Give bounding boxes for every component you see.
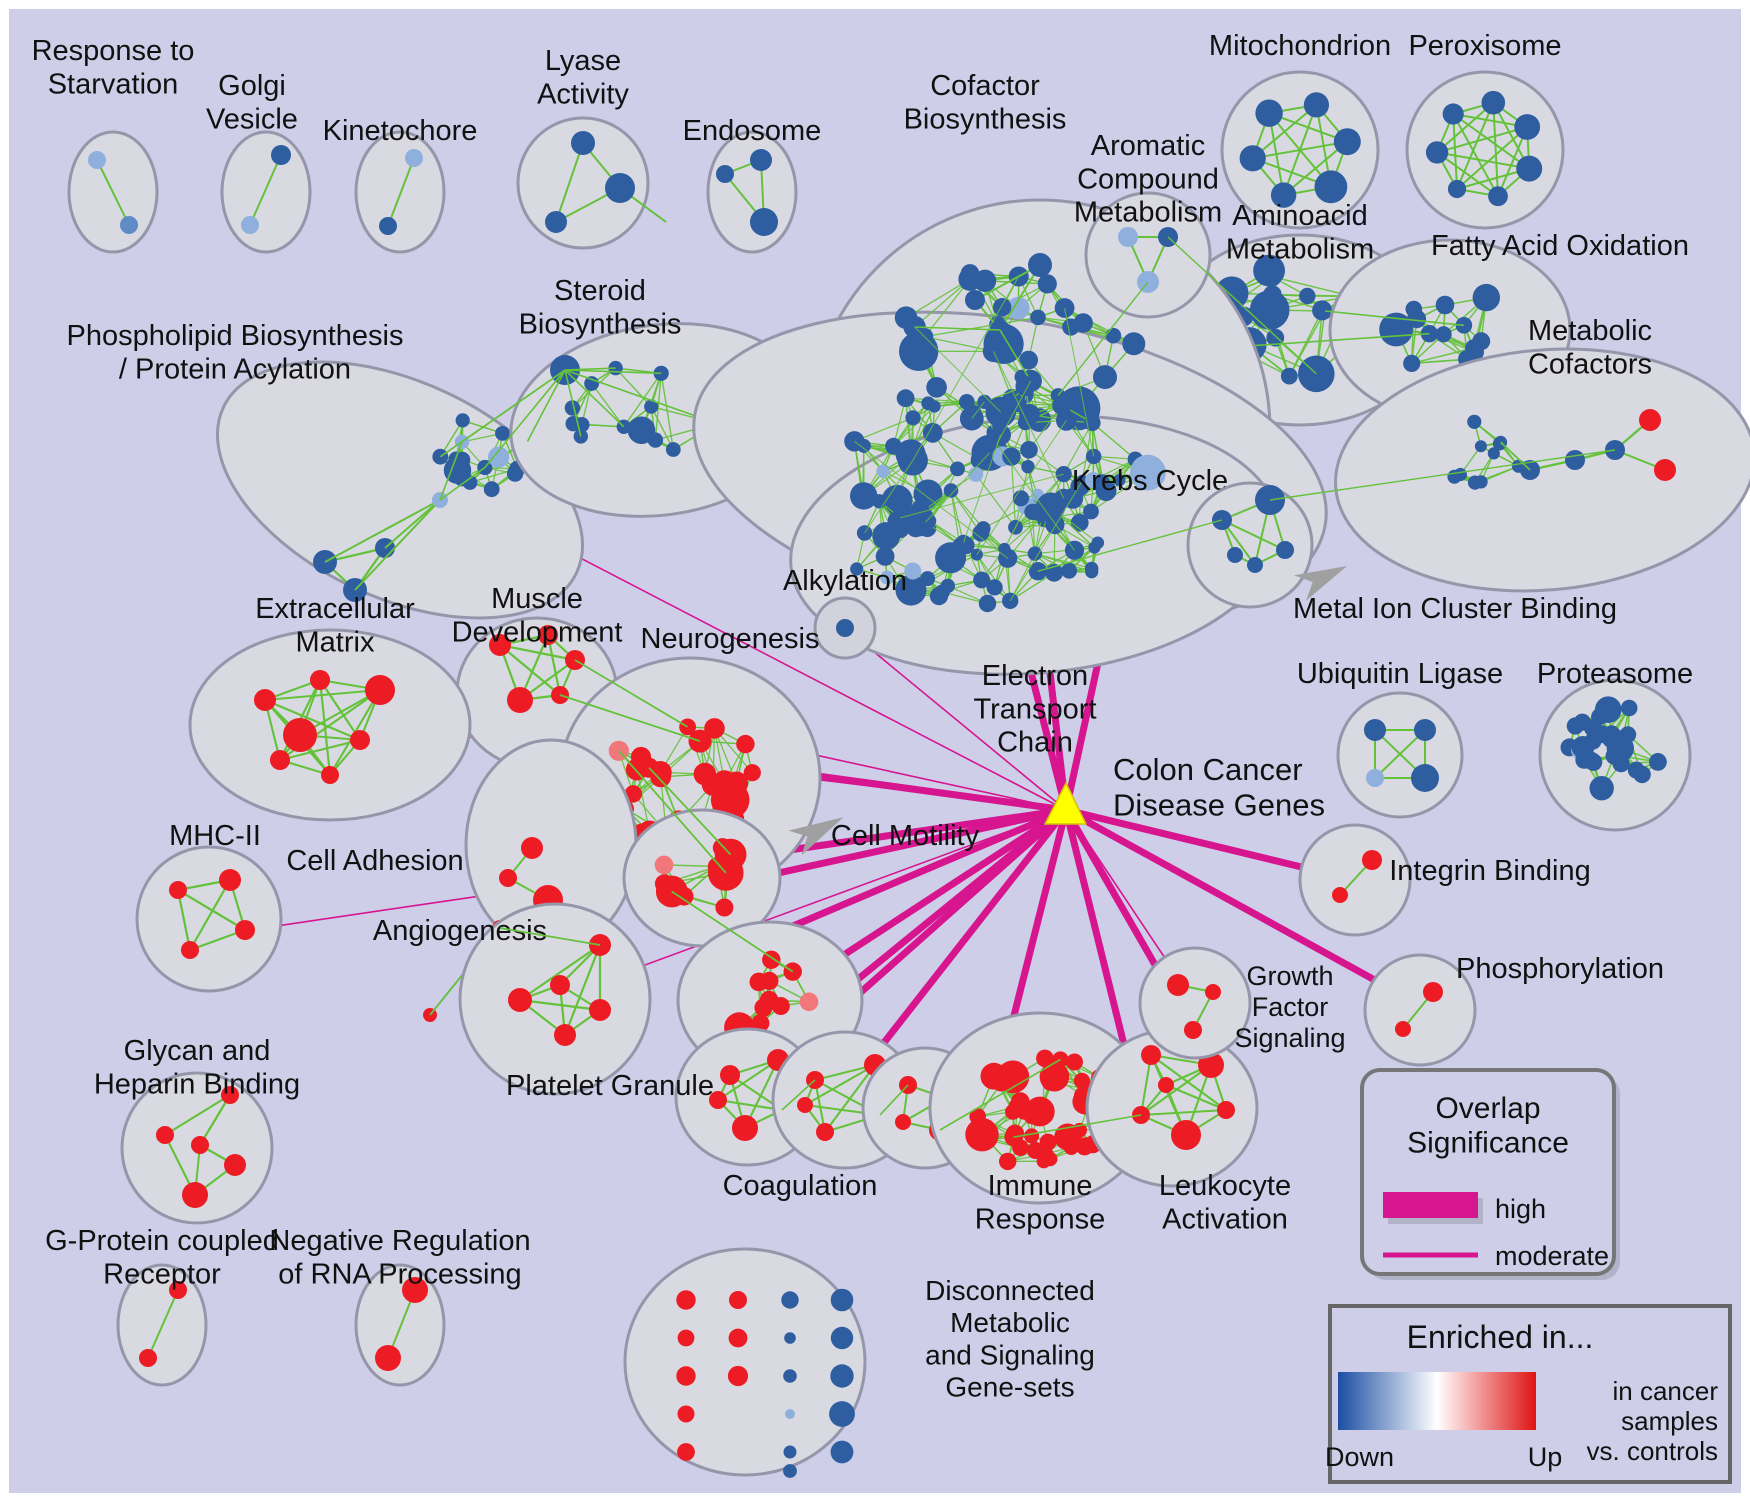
svg-text:Mitochondrion: Mitochondrion xyxy=(1209,30,1391,62)
svg-text:Coagulation: Coagulation xyxy=(723,1170,878,1202)
svg-text:Peroxisome: Peroxisome xyxy=(1408,30,1561,62)
svg-text:Ubiquitin Ligase: Ubiquitin Ligase xyxy=(1297,658,1503,690)
svg-text:high: high xyxy=(1495,1194,1546,1224)
svg-text:Down: Down xyxy=(1325,1442,1394,1472)
svg-text:Cell Adhesion: Cell Adhesion xyxy=(286,845,463,877)
svg-text:Up: Up xyxy=(1528,1442,1563,1472)
svg-text:moderate: moderate xyxy=(1495,1241,1609,1271)
svg-text:Neurogenesis: Neurogenesis xyxy=(641,623,820,655)
svg-text:Fatty Acid Oxidation: Fatty Acid Oxidation xyxy=(1431,230,1689,262)
svg-text:Kinetochore: Kinetochore xyxy=(323,115,478,147)
svg-text:Metal Ion Cluster Binding: Metal Ion Cluster Binding xyxy=(1293,593,1617,625)
svg-text:Enriched in...: Enriched in... xyxy=(1407,1319,1594,1355)
svg-text:Platelet Granule: Platelet Granule xyxy=(506,1070,714,1102)
svg-text:Phosphorylation: Phosphorylation xyxy=(1456,953,1664,985)
svg-text:Endosome: Endosome xyxy=(683,115,822,147)
svg-text:Proteasome: Proteasome xyxy=(1537,658,1693,690)
svg-text:Integrin Binding: Integrin Binding xyxy=(1389,855,1591,887)
svg-text:Krebs Cycle: Krebs Cycle xyxy=(1072,465,1228,497)
svg-text:MHC-II: MHC-II xyxy=(169,820,261,852)
svg-text:Alkylation: Alkylation xyxy=(783,565,907,597)
svg-text:Cell Motility: Cell Motility xyxy=(831,820,980,852)
